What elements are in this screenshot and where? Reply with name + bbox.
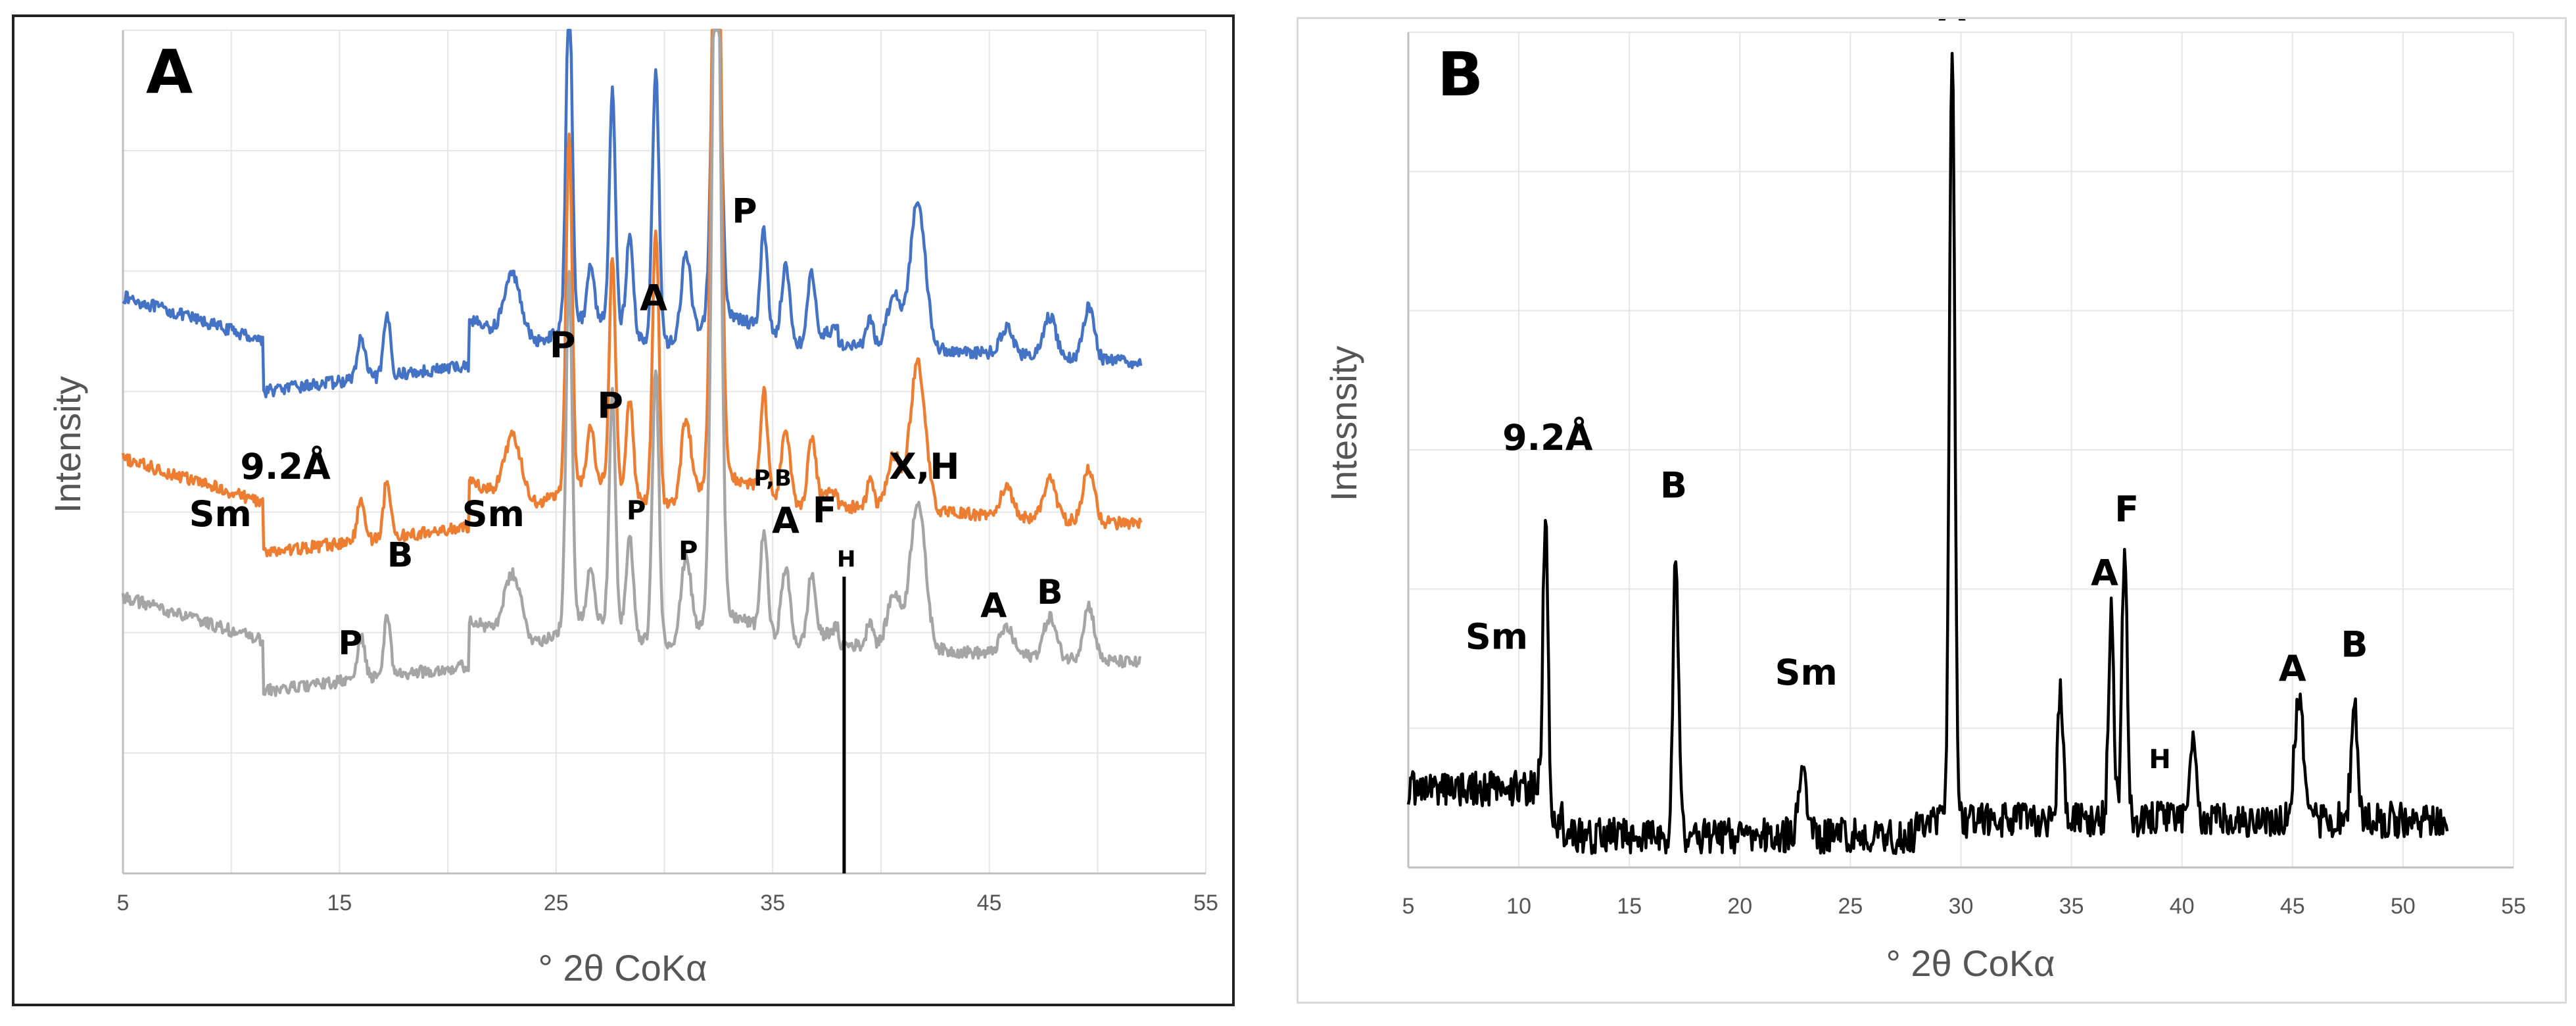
peak-annotation: P bbox=[550, 324, 576, 366]
panel-label-a: A bbox=[146, 37, 193, 107]
series-line-1 bbox=[1406, 51, 2449, 856]
series-line-3 bbox=[121, 28, 1142, 697]
x-tick-label: 45 bbox=[977, 891, 1002, 916]
peak-annotation: X,H bbox=[889, 446, 959, 487]
peak-annotation: P bbox=[627, 496, 646, 526]
peak-annotation: P bbox=[597, 385, 623, 427]
x-axis-label-a: ° 2θ CoKα bbox=[538, 947, 707, 989]
chart-b-grid bbox=[1407, 32, 2514, 869]
peak-annotation: P bbox=[732, 191, 757, 231]
y-axis-label-a: Intensity bbox=[47, 376, 88, 514]
peak-annotation: Sm bbox=[189, 493, 252, 535]
x-tick-label: 20 bbox=[1727, 894, 1752, 919]
chart-a-ticks: 5 15 25 35 45 55 bbox=[117, 891, 1218, 916]
x-tick-label: 50 bbox=[2391, 894, 2416, 919]
series-line-1 bbox=[122, 28, 1143, 399]
peak-annotation: Sm bbox=[1775, 652, 1838, 693]
peak-annotation: A bbox=[2279, 648, 2306, 689]
x-tick-label: 15 bbox=[1617, 894, 1642, 919]
peak-annotation: B bbox=[1037, 573, 1063, 612]
peak-annotation: H bbox=[2149, 745, 2170, 775]
peak-annotation: B bbox=[387, 535, 414, 575]
y-axis-label-b: Intesnsity bbox=[1323, 346, 1364, 502]
chart-a-series bbox=[121, 28, 1143, 697]
x-tick-label: 40 bbox=[2170, 894, 2195, 919]
x-axis-label-b: ° 2θ CoKα bbox=[1886, 942, 2055, 984]
peak-annotation: B bbox=[2341, 623, 2368, 665]
chart-b-series bbox=[1406, 51, 2449, 856]
chart-panel-a: 5 15 25 35 45 55 Sm 9.2Å P B Sm P P P A P P P,B A F H X,H A B … bbox=[12, 14, 1235, 1006]
peak-annotation: Sm bbox=[462, 493, 525, 535]
x-tick-label: 5 bbox=[1402, 894, 1415, 919]
peak-annotation: F bbox=[813, 490, 837, 531]
x-tick-label: 10 bbox=[1506, 894, 1531, 919]
x-tick-label: 35 bbox=[2059, 894, 2084, 919]
x-tick-label: 5 bbox=[117, 891, 130, 916]
peak-annotation: B bbox=[1660, 465, 1687, 506]
x-tick-label: 35 bbox=[760, 891, 785, 916]
peak-annotation: A bbox=[772, 500, 799, 541]
panel-label-b: B bbox=[1437, 39, 1483, 110]
peak-annotation: P bbox=[339, 624, 363, 662]
peak-annotation: F bbox=[2114, 489, 2139, 530]
peak-annotation: A bbox=[2091, 552, 2118, 594]
x-tick-label: 30 bbox=[1949, 894, 1974, 919]
peak-annotation: 9.2Å bbox=[1502, 417, 1593, 458]
x-tick-label: 45 bbox=[2280, 894, 2305, 919]
x-tick-label: 25 bbox=[544, 891, 569, 916]
x-tick-label: 55 bbox=[1193, 891, 1218, 916]
peak-annotation: A bbox=[1938, 19, 1966, 29]
peak-annotation: A bbox=[640, 278, 667, 319]
peak-annotation: P bbox=[679, 536, 698, 566]
x-tick-label: 25 bbox=[1838, 894, 1863, 919]
peak-annotation: H bbox=[837, 546, 855, 572]
peak-annotation: P,B bbox=[753, 465, 792, 491]
series-line-2 bbox=[121, 28, 1143, 558]
chart-b-annotations: Sm9.2ÅBSmAAFHAB bbox=[1466, 19, 2368, 775]
x-tick-label: 15 bbox=[327, 891, 352, 916]
x-tick-label: 55 bbox=[2501, 894, 2526, 919]
peak-annotation: A bbox=[980, 586, 1007, 625]
chart-b-ticks: 5 10 15 20 25 30 35 40 45 50 55 bbox=[1402, 894, 2526, 919]
peak-annotation: Sm bbox=[1466, 616, 1528, 657]
peak-annotation: 9.2Å bbox=[240, 446, 331, 487]
